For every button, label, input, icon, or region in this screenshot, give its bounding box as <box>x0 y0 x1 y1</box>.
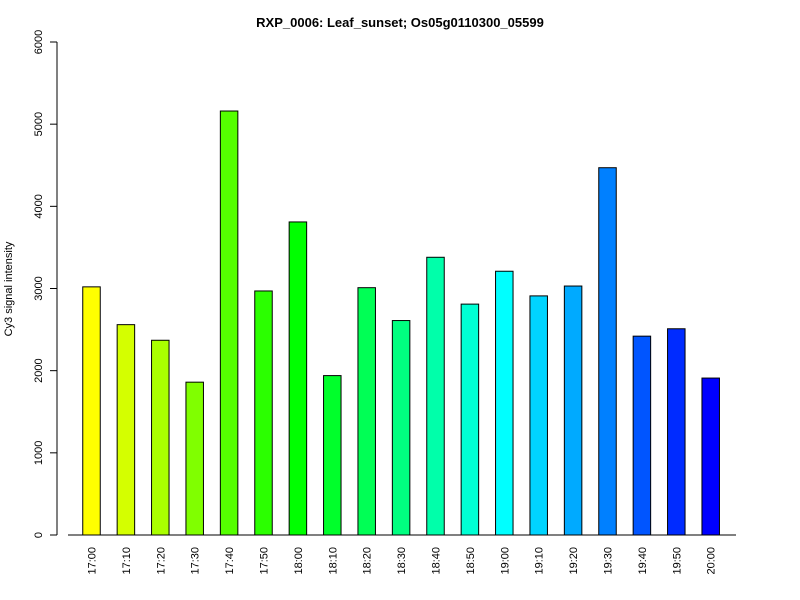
x-tick-label: 17:50 <box>259 547 271 575</box>
bar-1900 <box>495 270 514 536</box>
x-tick-label: 17:10 <box>121 547 133 575</box>
bar-1810 <box>323 375 342 536</box>
bar-1850 <box>460 303 480 536</box>
x-tick-label: 20:00 <box>706 547 718 575</box>
y-tick-label: 5000 <box>33 112 45 136</box>
x-tick-label: 19:30 <box>603 547 615 575</box>
x-tick-label: 17:30 <box>190 547 202 575</box>
y-axis-label: Cy3 signal intensity <box>3 241 15 336</box>
bar-1720 <box>151 339 170 536</box>
bar-1820 <box>357 287 376 536</box>
y-tick-label: 2000 <box>33 358 45 382</box>
x-tick-label: 17:20 <box>155 547 167 575</box>
x-tick-label: 19:00 <box>499 547 511 575</box>
y-axis-ticks: 0 1000 2000 3000 4000 5000 6000 <box>33 30 57 538</box>
x-tick-label: 18:40 <box>431 547 443 575</box>
bar-1700 <box>82 286 101 536</box>
y-tick-label: 3000 <box>33 276 45 300</box>
x-tick-label: 18:10 <box>327 547 339 575</box>
x-tick-label: 19:40 <box>637 547 649 575</box>
bar-1710 <box>116 324 136 536</box>
bar-2000 <box>701 377 720 536</box>
x-tick-label: 19:10 <box>534 547 546 575</box>
x-tick-label: 18:30 <box>396 547 408 575</box>
bar-1840 <box>426 256 445 536</box>
x-tick-label: 18:20 <box>362 547 374 575</box>
bar-1910 <box>529 295 548 536</box>
x-tick-label: 19:50 <box>671 547 683 575</box>
bar-1750 <box>254 290 273 536</box>
x-tick-label: 18:00 <box>293 547 305 575</box>
y-tick-label: 0 <box>33 532 45 538</box>
x-tick-label: 17:40 <box>224 547 236 575</box>
y-tick-label: 6000 <box>33 30 45 54</box>
x-tick-label: 19:20 <box>568 547 580 575</box>
x-tick-label: 18:50 <box>465 547 477 575</box>
bar-1940 <box>632 335 652 536</box>
x-tick-label: 17:00 <box>87 547 99 575</box>
bar-1730 <box>185 381 204 536</box>
bar-1830 <box>391 320 411 536</box>
bar-1740 <box>219 110 239 536</box>
bar-1800 <box>288 221 308 536</box>
bars-group <box>82 110 720 536</box>
y-tick-label: 1000 <box>33 441 45 465</box>
y-tick-label: 4000 <box>33 194 45 218</box>
bar-1920 <box>563 285 583 536</box>
chart-title: RXP_0006: Leaf_sunset; Os05g0110300_0559… <box>256 15 544 30</box>
bar-1950 <box>667 328 686 536</box>
x-axis-tick-labels: 17:00 17:10 17:20 17:30 17:40 17:50 18:00 18:10… <box>87 547 718 575</box>
bar-1930 <box>598 167 617 536</box>
